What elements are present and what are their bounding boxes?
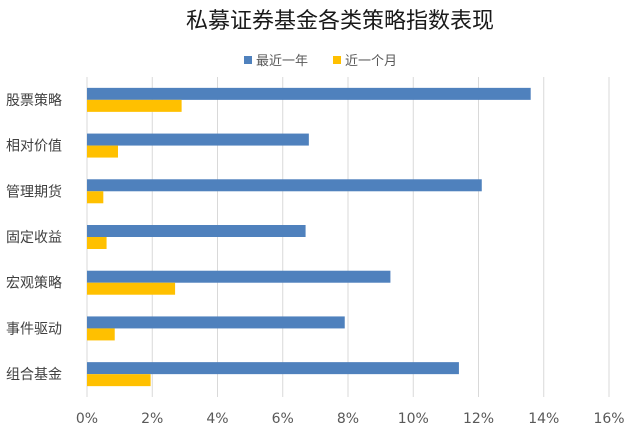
x-tick-label: 6% bbox=[272, 411, 294, 427]
bar-series-0 bbox=[87, 179, 482, 192]
bar-series-1 bbox=[87, 328, 115, 341]
bar-series-0 bbox=[87, 270, 391, 283]
bar-series-1 bbox=[87, 145, 118, 158]
category-label: 组合基金 bbox=[6, 366, 62, 383]
bar-series-1 bbox=[87, 237, 107, 249]
chart-title: 私募证券基金各类策略指数表现 bbox=[186, 9, 494, 34]
gridlines bbox=[86, 77, 610, 397]
x-tick-label: 2% bbox=[141, 411, 163, 427]
legend-label-series-1: 近一个月 bbox=[345, 54, 397, 69]
bar-series-1 bbox=[87, 191, 104, 204]
legend-swatch-series-1 bbox=[333, 56, 341, 64]
bar-series-1 bbox=[87, 99, 182, 112]
bar-series-0 bbox=[87, 225, 306, 237]
category-label: 相对价值 bbox=[6, 139, 62, 155]
x-axis-tick-labels: 0% 2% 4% 6% 8% 10% 12% 14% 16% bbox=[76, 411, 625, 427]
bars bbox=[87, 87, 531, 387]
legend: 最近一年 近一个月 bbox=[244, 54, 397, 69]
bar-series-1 bbox=[87, 374, 151, 387]
category-label: 管理期货 bbox=[6, 183, 62, 200]
x-tick-label: 4% bbox=[206, 411, 228, 427]
bar-series-1 bbox=[87, 282, 176, 295]
bar-series-0 bbox=[87, 133, 309, 146]
x-tick-label: 12% bbox=[463, 411, 494, 427]
legend-label-series-0: 最近一年 bbox=[256, 54, 308, 69]
category-label: 事件驱动 bbox=[6, 321, 62, 337]
category-label: 固定收益 bbox=[6, 230, 62, 246]
category-label: 宏观策略 bbox=[6, 275, 62, 292]
legend-swatch-series-0 bbox=[244, 56, 252, 64]
x-tick-label: 16% bbox=[593, 411, 624, 427]
x-tick-label: 10% bbox=[398, 411, 429, 427]
bar-series-0 bbox=[87, 87, 531, 100]
bar-series-0 bbox=[87, 362, 459, 375]
x-tick-label: 14% bbox=[528, 411, 559, 427]
x-tick-label: 8% bbox=[337, 411, 359, 427]
category-label: 股票策略 bbox=[6, 92, 62, 109]
x-tick-label: 0% bbox=[76, 411, 98, 427]
bar-series-0 bbox=[87, 316, 345, 329]
